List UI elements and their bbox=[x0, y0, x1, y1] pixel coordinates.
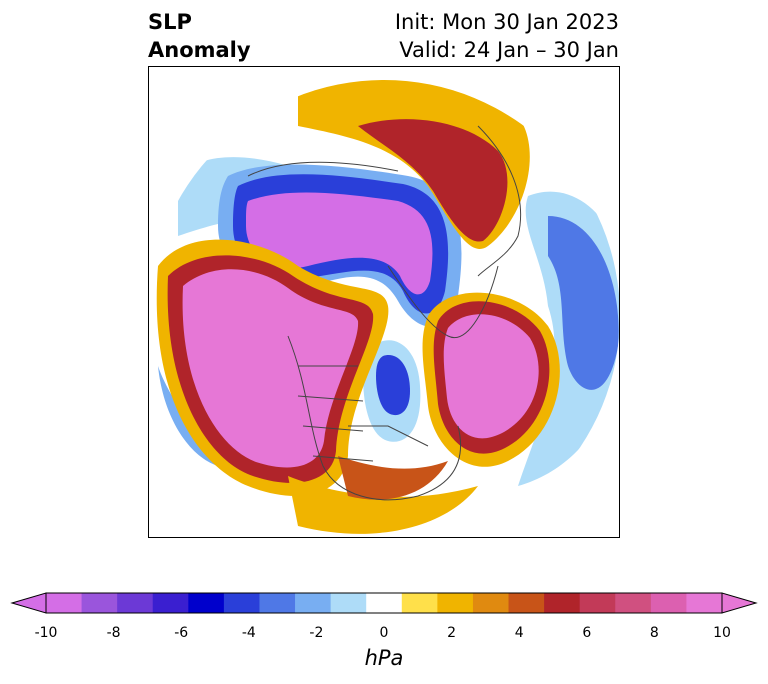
colorbar-segment bbox=[223, 593, 260, 613]
coastline-overlay bbox=[247, 125, 522, 501]
colorbar-segment bbox=[117, 593, 154, 613]
colorbar-right-arrow bbox=[721, 592, 758, 614]
anomaly-positive-east-core bbox=[443, 314, 539, 439]
colorbar-segment bbox=[46, 593, 83, 613]
colorbar-tick-label: -8 bbox=[106, 625, 121, 641]
colorbar-segment bbox=[188, 593, 225, 613]
anomaly-positive-west-core bbox=[182, 269, 359, 468]
colorbar-tick-label: 6 bbox=[582, 625, 592, 641]
colorbar-segment bbox=[152, 593, 189, 613]
colorbar-unit: hPa bbox=[364, 646, 404, 670]
colorbar-outline bbox=[45, 592, 723, 614]
colorbar-tick-label: 0 bbox=[379, 625, 389, 641]
colorbar-left-arrow bbox=[10, 592, 47, 614]
colorbar-segment bbox=[259, 593, 296, 613]
colorbar-segment bbox=[472, 593, 510, 613]
colorbar-tick-label: -4 bbox=[241, 625, 256, 641]
colorbar-segment bbox=[650, 593, 687, 613]
colorbar-segment bbox=[295, 593, 332, 613]
colorbar-segment bbox=[401, 593, 438, 613]
colorbar-segment bbox=[508, 593, 545, 613]
colorbar-segment bbox=[686, 593, 723, 613]
anomaly-negative-core bbox=[246, 192, 433, 295]
init-date: Init: Mon 30 Jan 2023 bbox=[394, 10, 619, 34]
colorbar-tick-label: 2 bbox=[447, 625, 457, 641]
colorbar-tick-label: 4 bbox=[514, 625, 524, 641]
colorbar-segment bbox=[579, 593, 616, 613]
title-variable: SLP bbox=[148, 10, 192, 34]
colorbar-tick-label: -10 bbox=[34, 625, 58, 641]
colorbar-tick-label: 8 bbox=[649, 625, 659, 641]
colorbar-tick-label: 10 bbox=[713, 625, 731, 641]
valid-range: Valid: 24 Jan – 30 Jan bbox=[399, 38, 619, 62]
colorbar-tick-label: -6 bbox=[174, 625, 189, 641]
map-title-right: Init: Mon 30 Jan 2023 Valid: 24 Jan – 30… bbox=[395, 8, 619, 64]
colorbar bbox=[10, 592, 758, 614]
colorbar-segment bbox=[437, 593, 474, 613]
colorbar-segment bbox=[366, 593, 403, 613]
colorbar-tick-label: -2 bbox=[309, 625, 324, 641]
map-title-left: SLP Anomaly bbox=[148, 8, 251, 64]
anomaly-positive-south-red bbox=[338, 456, 448, 500]
colorbar-segment bbox=[615, 593, 652, 613]
anomaly-hudson-low-core bbox=[376, 355, 410, 416]
colorbar-segment bbox=[330, 593, 367, 613]
anomaly-blue-region-east bbox=[548, 216, 619, 390]
title-anomaly: Anomaly bbox=[148, 38, 251, 62]
colorbar-segment bbox=[81, 593, 118, 613]
slp-anomaly-map bbox=[148, 66, 620, 538]
anomaly-positive-south-band bbox=[288, 476, 478, 534]
colorbar-segment bbox=[544, 593, 581, 613]
anomaly-positive-north-red bbox=[358, 119, 508, 242]
